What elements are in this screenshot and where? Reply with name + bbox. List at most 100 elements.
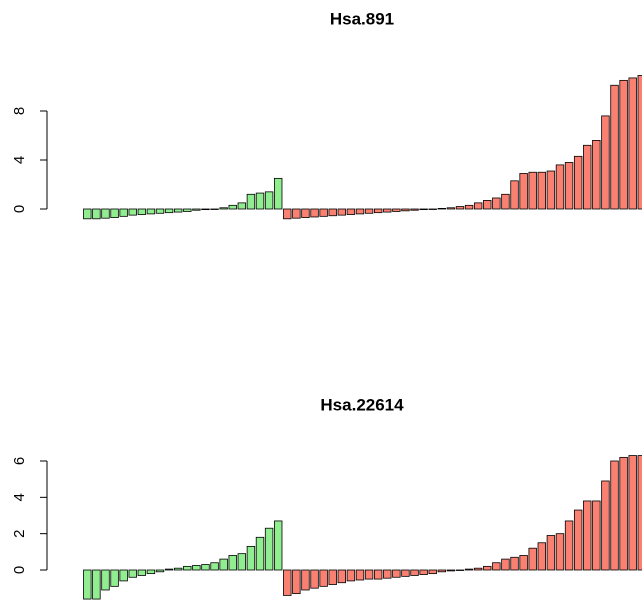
bar	[401, 569, 410, 577]
bar	[483, 200, 492, 210]
bar	[510, 556, 519, 571]
chart-title: Hsa.891	[330, 9, 394, 28]
bar	[401, 208, 410, 212]
bar	[210, 562, 219, 571]
bar	[301, 208, 310, 218]
bar	[373, 208, 383, 214]
bar	[628, 77, 637, 210]
bar	[428, 569, 437, 575]
bar	[628, 455, 637, 571]
bar	[564, 162, 574, 210]
bar	[501, 193, 510, 210]
bar	[473, 202, 483, 210]
bar	[501, 558, 510, 571]
bar	[510, 180, 519, 210]
bar	[273, 520, 283, 571]
bar	[383, 208, 392, 213]
bar	[410, 208, 419, 211]
bar	[637, 75, 642, 210]
bar	[210, 208, 219, 210]
bar	[528, 171, 537, 210]
bar	[283, 208, 292, 220]
bar	[110, 569, 119, 587]
bar	[219, 558, 228, 571]
bar	[246, 545, 256, 571]
bar	[455, 569, 465, 571]
bar	[601, 115, 610, 210]
bar	[392, 569, 401, 578]
bar	[537, 171, 546, 210]
bar	[164, 568, 174, 571]
bar	[128, 569, 137, 578]
bar	[328, 569, 337, 585]
bar	[364, 569, 374, 580]
bar	[183, 208, 192, 212]
bar	[328, 208, 337, 217]
bar	[101, 208, 110, 219]
y-tick-label: 0	[11, 566, 28, 574]
bar	[301, 569, 310, 591]
bar	[192, 565, 201, 571]
bar	[592, 500, 601, 571]
bar	[173, 567, 183, 571]
bar	[119, 569, 128, 582]
bar	[619, 79, 628, 210]
bar	[83, 569, 92, 600]
bar	[364, 208, 374, 214]
bar	[264, 191, 274, 210]
bar	[219, 207, 228, 210]
bar	[419, 208, 428, 211]
bar	[101, 569, 110, 591]
bar	[410, 569, 419, 576]
bar	[601, 480, 610, 571]
bar	[92, 569, 101, 600]
bar	[519, 173, 528, 210]
bar	[146, 569, 156, 575]
bar	[255, 536, 265, 571]
bar	[292, 208, 301, 219]
y-tick-label: 8	[11, 107, 28, 115]
bar	[583, 144, 592, 210]
bar	[337, 569, 347, 584]
bar	[555, 533, 565, 571]
bar	[137, 569, 147, 576]
bar	[546, 535, 556, 571]
bar	[564, 520, 574, 571]
bar	[473, 567, 483, 571]
bar	[110, 208, 119, 218]
bar	[273, 177, 283, 210]
bar	[83, 208, 92, 220]
bar	[246, 193, 256, 210]
bar	[483, 565, 492, 571]
bar	[555, 164, 565, 210]
bar	[355, 208, 365, 215]
bar	[264, 527, 274, 571]
bar	[192, 208, 201, 211]
bar	[528, 547, 537, 571]
bar	[92, 208, 101, 220]
chart-title: Hsa.22614	[320, 395, 404, 414]
bar	[455, 206, 465, 210]
bar	[446, 207, 456, 210]
bar	[492, 562, 501, 571]
bar	[137, 208, 147, 215]
y-tick-label: 0	[11, 205, 28, 213]
bar	[583, 500, 592, 571]
bar	[392, 208, 401, 212]
bar	[119, 208, 128, 217]
bar	[183, 565, 192, 571]
bar	[573, 155, 583, 210]
bar	[437, 569, 447, 573]
bar	[492, 197, 501, 210]
bar	[310, 208, 319, 218]
y-tick-label: 4	[11, 156, 28, 164]
y-tick-label: 6	[11, 457, 28, 465]
bar	[319, 569, 328, 587]
bar	[464, 568, 474, 571]
bar	[419, 569, 428, 575]
bar	[228, 555, 237, 571]
bar	[610, 460, 619, 571]
bar	[173, 208, 183, 213]
y-tick-label: 2	[11, 529, 28, 537]
